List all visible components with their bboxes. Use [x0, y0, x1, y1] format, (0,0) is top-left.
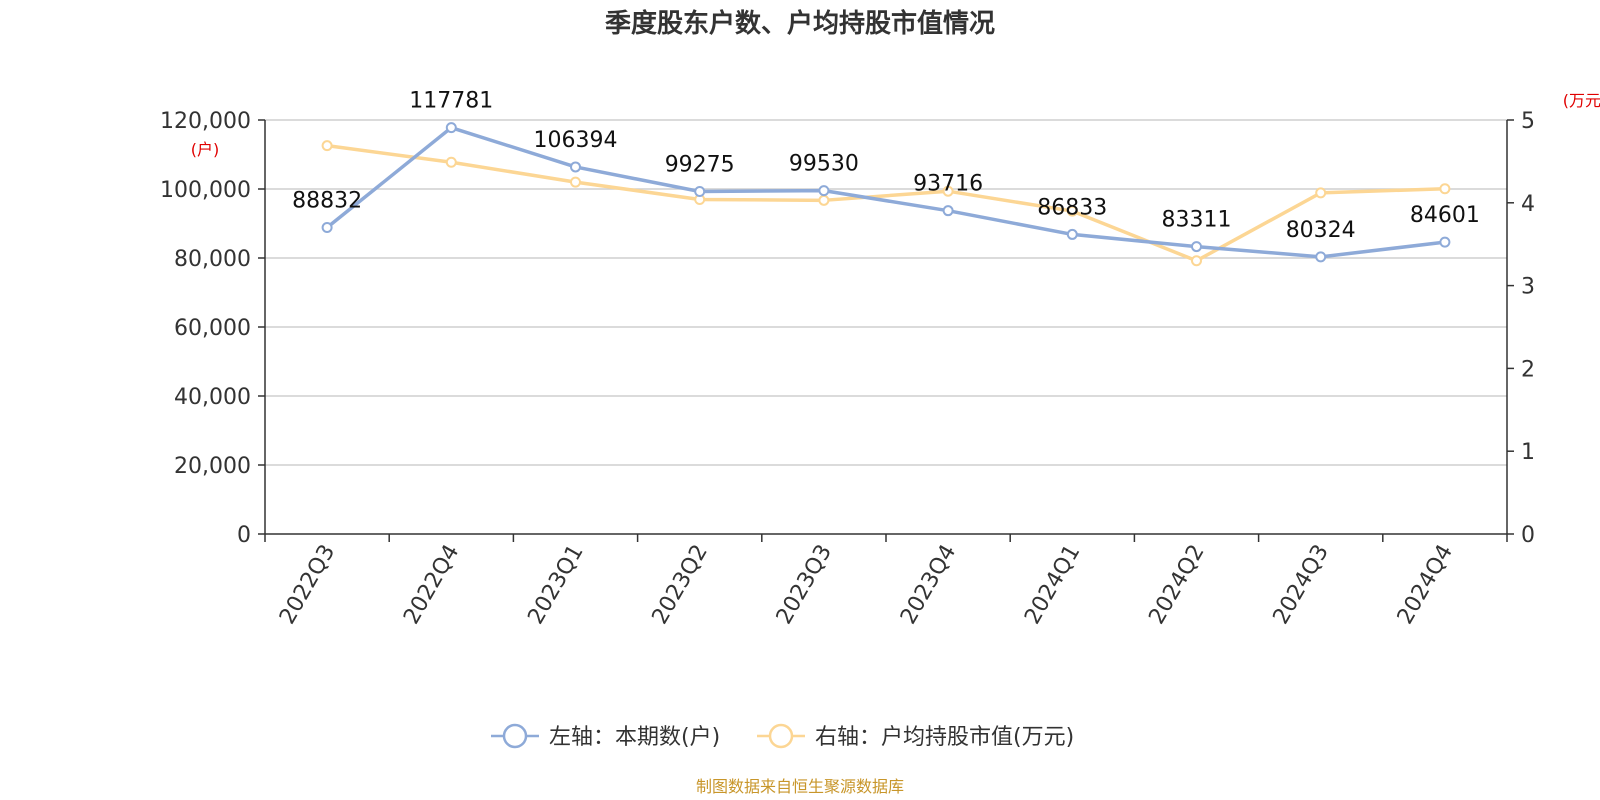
legend-label: 右轴：户均持股市值(万元) — [815, 725, 1074, 750]
data-label: 93716 — [913, 172, 983, 197]
data-point-left — [1191, 241, 1202, 253]
series-lines — [321, 122, 1451, 267]
data-point-right — [1066, 205, 1078, 217]
x-tick-label: 2024Q1 — [1020, 541, 1085, 629]
source-note: 制图数据来自恒生聚源数据库 — [696, 777, 904, 796]
axes: 0 20,000 40,000 60,000 80,000 100,000 120,000 0… — [160, 109, 1535, 629]
left-tick-label: 100,000 — [160, 178, 251, 203]
x-tick-label: 2024Q3 — [1269, 541, 1334, 629]
data-point-left — [321, 222, 333, 234]
data-labels: 88832 117781 106394 99275 99530 93716 86833 833… — [292, 89, 1480, 243]
data-point-left — [1439, 236, 1451, 248]
data-label: 84601 — [1410, 203, 1480, 228]
data-point-right — [818, 194, 830, 206]
x-tick-label: 2023Q3 — [772, 541, 837, 629]
data-point-right — [1439, 183, 1451, 195]
data-label: 83311 — [1162, 208, 1232, 233]
data-label: 117781 — [409, 89, 493, 114]
data-point-right — [445, 156, 457, 168]
series-left — [321, 122, 1451, 263]
left-tick-label: 120,000 — [160, 109, 251, 134]
right-tick-label: 0 — [1521, 523, 1535, 548]
series-right — [321, 140, 1451, 267]
x-tick-label: 2022Q3 — [275, 541, 340, 629]
data-point-left — [818, 185, 830, 197]
series-line-left — [326, 125, 1446, 259]
left-tick-label: 40,000 — [174, 385, 251, 410]
right-tick-label: 1 — [1521, 440, 1535, 465]
x-tick-label: 2024Q2 — [1144, 541, 1209, 629]
data-point-left — [1066, 228, 1078, 240]
data-point-left — [942, 205, 954, 217]
left-tick-label: 80,000 — [174, 247, 251, 272]
data-label: 80324 — [1286, 218, 1356, 243]
data-point-right — [1191, 255, 1202, 267]
data-point-left — [1315, 251, 1327, 263]
right-tick-label: 5 — [1521, 109, 1535, 134]
chart-title: 季度股东户数、户均持股市值情况 — [605, 8, 995, 39]
data-point-left — [694, 186, 706, 198]
legend-label: 左轴：本期数(户) — [549, 725, 720, 750]
legend[interactable]: 左轴：本期数(户) 右轴：户均持股市值(万元) — [491, 723, 1074, 750]
left-axis-unit: (户) — [191, 140, 220, 159]
series-line-right — [326, 143, 1445, 263]
left-tick-label: 20,000 — [174, 454, 251, 479]
x-tick-label: 2023Q1 — [523, 541, 588, 629]
data-point-right — [321, 140, 333, 152]
data-label: 86833 — [1037, 195, 1107, 220]
data-point-right — [942, 185, 954, 197]
x-tick-label: 2023Q2 — [648, 541, 713, 629]
data-point-right — [570, 176, 581, 188]
legend-marker-icon — [768, 723, 794, 749]
data-point-left — [570, 161, 581, 173]
x-tick-label: 2023Q4 — [896, 541, 961, 629]
data-label: 99275 — [665, 153, 735, 178]
right-axis-unit: (万元) — [1563, 91, 1600, 110]
left-tick-label: 60,000 — [174, 316, 251, 341]
right-tick-label: 4 — [1521, 192, 1535, 217]
gridlines — [265, 119, 1507, 466]
legend-item-left[interactable]: 左轴：本期数(户) — [491, 723, 720, 750]
x-tick-label: 2024Q4 — [1393, 541, 1458, 629]
legend-marker-icon — [502, 723, 528, 749]
right-tick-label: 3 — [1521, 275, 1535, 300]
legend-item-right[interactable]: 右轴：户均持股市值(万元) — [757, 723, 1074, 750]
data-label: 99530 — [789, 152, 859, 177]
left-tick-label: 0 — [237, 523, 251, 548]
data-point-right — [1315, 187, 1327, 199]
right-tick-label: 2 — [1521, 357, 1535, 382]
data-point-left — [445, 122, 457, 134]
data-label: 88832 — [292, 189, 362, 214]
data-label: 106394 — [534, 128, 618, 153]
x-tick-label: 2022Q4 — [399, 541, 464, 629]
